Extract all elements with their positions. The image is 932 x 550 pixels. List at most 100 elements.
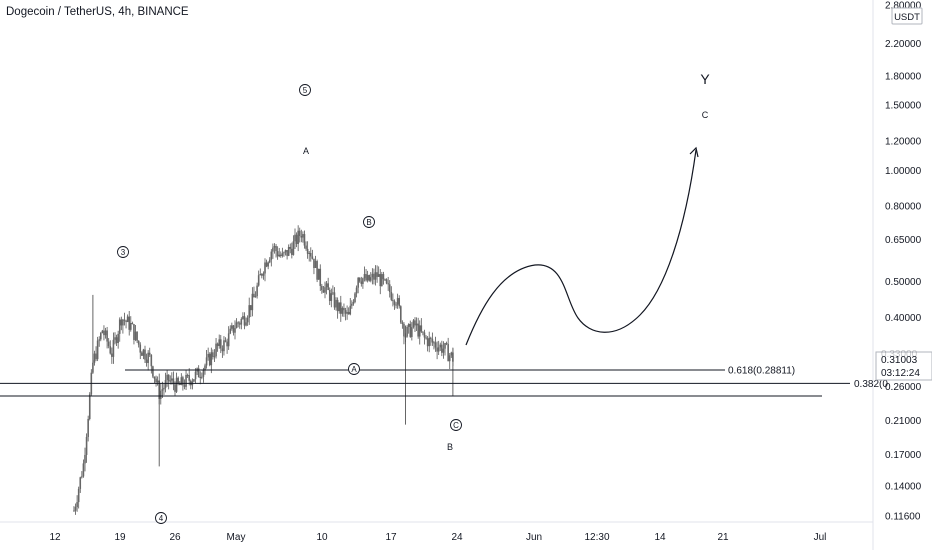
candle <box>188 368 191 386</box>
price-tick-label: 1.00000 <box>885 166 922 177</box>
candle <box>398 295 401 309</box>
candle <box>163 383 165 396</box>
levels-layer: 0.618(0.28811) 0.382(0 <box>0 365 888 397</box>
candle <box>324 281 326 299</box>
time-tick-label: 12 <box>49 532 61 543</box>
candle <box>431 332 434 346</box>
candle <box>136 331 138 344</box>
candle <box>99 331 102 342</box>
candle <box>283 251 285 257</box>
candle <box>205 349 208 369</box>
candle <box>242 312 244 320</box>
candle <box>246 315 249 326</box>
bar-countdown: 03:12:24 <box>881 368 920 379</box>
candle <box>403 322 405 345</box>
candle <box>175 372 178 394</box>
candle <box>93 350 96 366</box>
candle <box>335 297 337 311</box>
candle <box>118 317 121 342</box>
candle <box>341 306 344 317</box>
candle <box>308 251 311 262</box>
candles-layer <box>73 225 454 515</box>
price-tick-label: 2.80000 <box>885 1 922 12</box>
candle <box>223 336 225 356</box>
candle <box>406 325 408 338</box>
candle <box>95 346 97 362</box>
candle <box>120 316 123 331</box>
candle <box>388 280 391 298</box>
candle <box>442 341 445 359</box>
candle <box>137 340 140 348</box>
candle <box>194 368 197 384</box>
candle <box>164 372 167 393</box>
candle <box>339 295 342 322</box>
candle <box>142 348 145 360</box>
candle <box>294 228 296 249</box>
time-tick-label: 12:30 <box>584 532 609 543</box>
candle <box>145 353 148 367</box>
candle <box>251 287 254 317</box>
candle <box>360 276 363 287</box>
price-tick-label: 0.21000 <box>885 416 922 427</box>
price-tick-label: 0.14000 <box>885 481 922 492</box>
chart-title: Dogecoin / TetherUS, 4h, BINANCE <box>6 6 189 18</box>
candle <box>229 325 232 335</box>
candle <box>292 235 295 256</box>
candle <box>368 274 371 282</box>
candle <box>153 376 156 384</box>
wave-label-C: C <box>702 110 709 120</box>
candle <box>302 231 304 243</box>
candle <box>349 297 352 316</box>
candle <box>208 352 211 367</box>
projection-arrowhead <box>689 146 699 158</box>
candle <box>412 319 415 329</box>
candle <box>81 471 83 479</box>
time-tick-label: Jun <box>526 532 542 543</box>
candle <box>152 365 154 379</box>
candle <box>311 249 314 260</box>
candle <box>418 320 421 345</box>
candle <box>363 266 366 282</box>
candle <box>76 495 78 512</box>
candle <box>224 337 227 343</box>
candle <box>171 372 173 385</box>
candle <box>264 258 266 282</box>
candle <box>134 325 137 342</box>
candle <box>298 227 301 243</box>
candle <box>316 259 318 283</box>
candle <box>219 334 222 354</box>
candle <box>448 353 451 370</box>
candle <box>253 286 255 298</box>
candle <box>109 340 112 355</box>
time-axis[interactable]: 12 19 26 May 10 17 24 Jun 12:30 14 21 Jul <box>49 532 826 543</box>
wave-label-4: 4 <box>155 512 167 524</box>
svg-text:5: 5 <box>303 86 308 95</box>
candle <box>309 247 312 262</box>
candle <box>379 269 382 295</box>
wave-label-circled-B: B <box>363 216 375 228</box>
candle <box>114 332 116 345</box>
candle <box>352 299 355 306</box>
candle <box>384 278 386 282</box>
time-tick-label: 26 <box>169 532 181 543</box>
candle <box>254 291 257 298</box>
candle <box>123 312 126 326</box>
candle <box>147 350 149 371</box>
price-axis[interactable]: 2.80000 2.20000 1.80000 1.50000 1.20000 1.000… <box>885 1 922 523</box>
currency-badge[interactable]: USDT <box>891 7 923 25</box>
candle <box>414 317 416 332</box>
candle <box>450 351 453 358</box>
candle <box>392 293 394 307</box>
candle <box>268 257 271 264</box>
candle <box>387 276 389 291</box>
candle <box>321 283 323 294</box>
price-tick-label: 2.20000 <box>885 39 922 50</box>
candle <box>267 261 269 270</box>
svg-text:C: C <box>453 421 459 430</box>
candle <box>377 266 380 277</box>
candle <box>346 305 348 320</box>
candle <box>434 336 437 352</box>
candle <box>133 323 135 345</box>
candle <box>319 264 322 291</box>
